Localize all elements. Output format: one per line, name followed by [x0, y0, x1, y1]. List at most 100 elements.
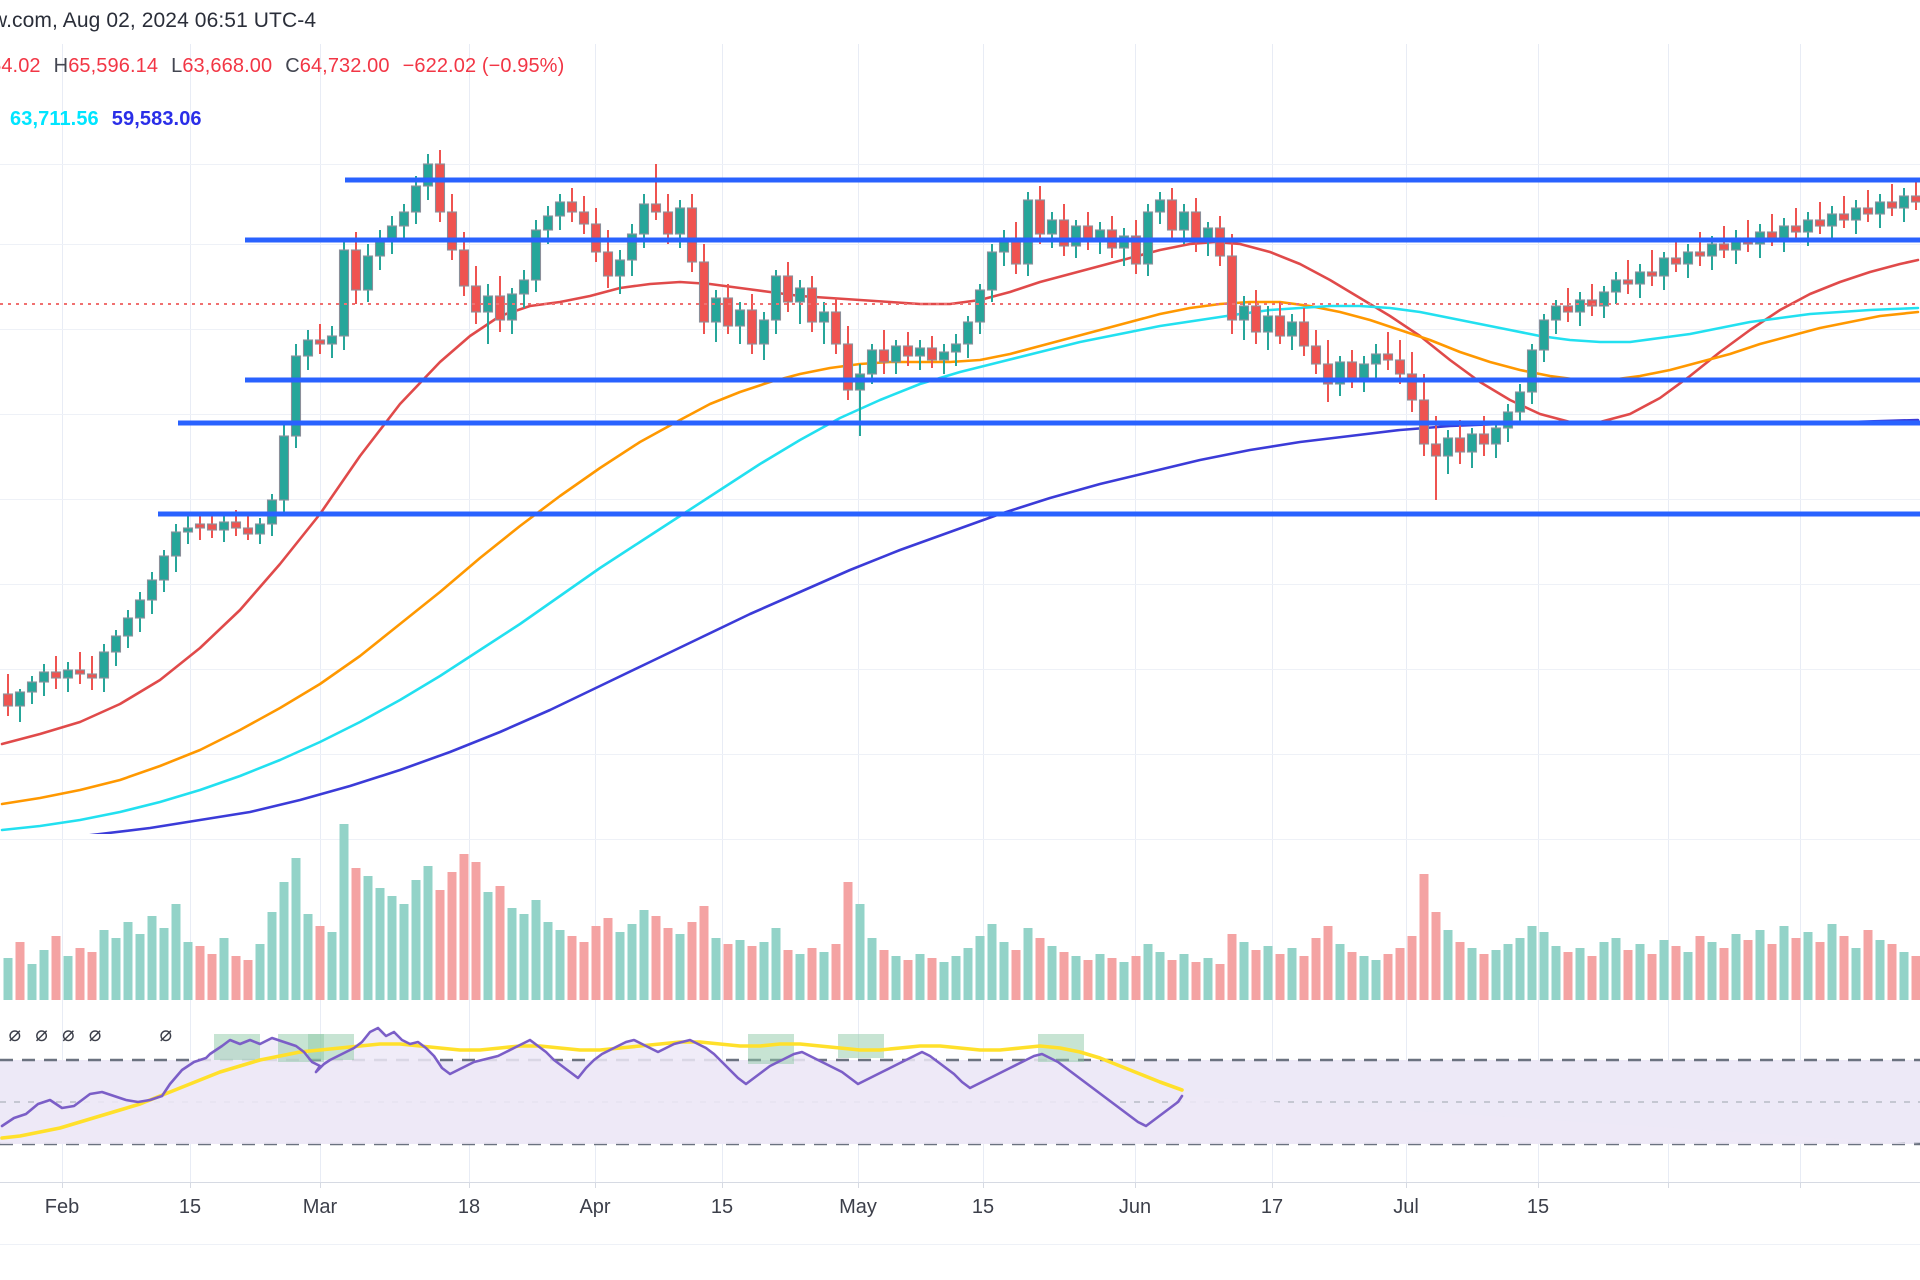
candle-body [938, 351, 950, 361]
candle [1034, 186, 1046, 244]
volume-pane[interactable] [0, 616, 1920, 1020]
candle-body [1298, 321, 1310, 347]
date-axis-label-4[interactable]: Apr [579, 1196, 611, 1218]
candle-body [206, 523, 218, 531]
volume-bar [603, 918, 613, 1000]
candle-body [914, 347, 926, 357]
candle [122, 610, 134, 648]
oscillator-k-line [0, 1026, 1184, 1128]
volume-bar [291, 858, 301, 1000]
candle-body [626, 233, 638, 261]
date-axis-label-3[interactable]: 18 [457, 1196, 481, 1218]
candle [398, 204, 410, 240]
volume-bar [855, 904, 865, 1000]
candle-body [1850, 207, 1862, 221]
price-chart-pane[interactable] [0, 44, 1920, 834]
candle-body [38, 671, 50, 683]
volume-bar [1899, 952, 1909, 1000]
candle-body [230, 521, 242, 529]
date-axis-tick-8 [1135, 1182, 1136, 1188]
candle-body [422, 163, 434, 187]
candle-body [302, 339, 314, 357]
volume-bar [615, 932, 625, 1000]
candle [1178, 204, 1190, 244]
date-axis-label-0[interactable]: Feb [44, 1196, 80, 1218]
candle-body [194, 523, 206, 529]
volume-bar [735, 940, 745, 1000]
volume-bar [495, 886, 505, 1000]
volume-bar [183, 942, 193, 1000]
candle [1238, 296, 1250, 340]
date-axis-label-7[interactable]: 15 [971, 1196, 995, 1218]
date-axis-label-10[interactable]: Jul [1393, 1196, 1419, 1218]
volume-bar [1059, 952, 1069, 1000]
date-axis-label-5[interactable]: 15 [710, 1196, 734, 1218]
date-axis-label-2[interactable]: Mar [302, 1196, 338, 1218]
ohlc-high-label: H [53, 55, 69, 77]
candle-body [26, 681, 38, 693]
ma-mid-value: 63,711.56 [10, 108, 99, 130]
candle-body [1910, 195, 1920, 203]
volume-series [3, 824, 1920, 1000]
candlestick-series [0, 150, 1920, 834]
candle [1058, 204, 1070, 256]
candle [1850, 200, 1862, 234]
volume-bar [1275, 954, 1285, 1000]
volume-bar [75, 948, 85, 1000]
candle [1490, 422, 1502, 458]
candle [1742, 220, 1754, 252]
candle-body [1898, 195, 1910, 209]
volume-bar [447, 872, 457, 1000]
oscillator-null-symbol-2: ⌀ [35, 1023, 48, 1046]
volume-bar [1491, 950, 1501, 1000]
candle [902, 332, 914, 366]
candle-body [1838, 213, 1850, 221]
candle-body [290, 355, 302, 437]
date-axis-label-9[interactable]: 17 [1260, 1196, 1284, 1218]
candle-body [1046, 219, 1058, 235]
candle [422, 154, 434, 200]
candle-body [1790, 225, 1802, 233]
date-axis-tick-4 [595, 1182, 596, 1188]
candle-body [794, 287, 806, 303]
candle [50, 656, 62, 689]
candle-body [1154, 199, 1166, 213]
volume-bar [99, 930, 109, 1000]
date-axis-label-11[interactable]: 15 [1526, 1196, 1550, 1218]
volume-bar [1167, 960, 1177, 1000]
candle [182, 516, 194, 544]
candle [1286, 314, 1298, 350]
candle-body [878, 349, 890, 363]
date-axis-label-8[interactable]: Jun [1118, 1196, 1152, 1218]
date-axis[interactable] [0, 1182, 1920, 1280]
candle-body [1766, 231, 1778, 239]
volume-bar [3, 958, 13, 1000]
candle [1418, 374, 1430, 456]
candle-body [602, 251, 614, 277]
candle [410, 176, 422, 224]
oscillator-pane[interactable] [0, 1022, 1920, 1182]
date-axis-label-1[interactable]: 15 [178, 1196, 202, 1218]
date-axis-tick-7 [983, 1182, 984, 1188]
candle [86, 656, 98, 690]
candle [1898, 188, 1910, 222]
candle [614, 250, 626, 294]
volume-bar [387, 896, 397, 1000]
volume-bar [1467, 948, 1477, 1000]
candle [62, 662, 74, 692]
candle-body [1862, 207, 1874, 215]
candle [374, 230, 386, 270]
candle-body [134, 599, 146, 619]
candle-body [1358, 363, 1370, 379]
volume-bar [1299, 956, 1309, 1000]
volume-bar [423, 866, 433, 1000]
ma-cyan [0, 304, 1920, 832]
volume-bar [1815, 942, 1825, 1000]
oscillator-highlight-3 [748, 1034, 794, 1064]
candle-body [1430, 443, 1442, 457]
volume-bar [555, 930, 565, 1000]
candle [290, 344, 302, 448]
volume-bar [171, 904, 181, 1000]
candle [1106, 216, 1118, 258]
date-axis-label-6[interactable]: May [839, 1196, 877, 1218]
